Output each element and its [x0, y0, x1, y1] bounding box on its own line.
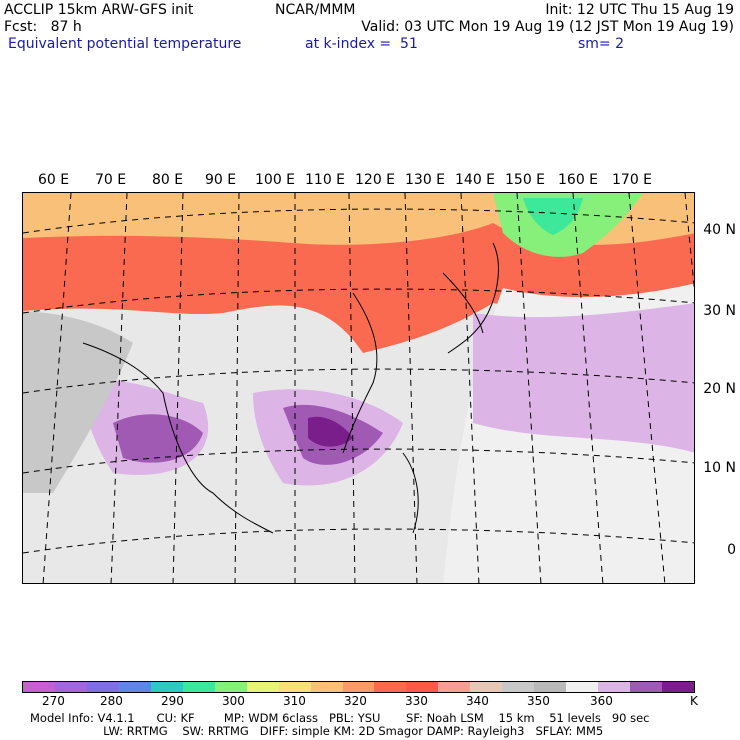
peak-theta-e-region [308, 416, 353, 447]
colorbar-segment [310, 682, 343, 692]
cold-core-region [523, 198, 583, 235]
colorbar-segment [278, 682, 311, 692]
colorbar-segment [54, 682, 87, 692]
colorbar-unit: K [690, 694, 698, 708]
colorbar-segment [438, 682, 471, 692]
colorbar-segment [534, 682, 567, 692]
coastlines [82, 242, 499, 534]
colorbar-segment [598, 682, 631, 692]
korea-coast [442, 272, 484, 334]
colorbar-segment [470, 682, 503, 692]
lon-label: 90 E [205, 172, 237, 188]
valid-time: Valid: 03 UTC Mon 19 Aug 19 (12 JST Mon … [361, 19, 734, 35]
lon-label: 120 E [355, 172, 396, 188]
lat-label: 30 N [703, 303, 736, 319]
lon-label: 100 E [255, 172, 296, 188]
colorbar-segment [150, 682, 183, 692]
colorbar-segment [246, 682, 279, 692]
pacific-moist-region [473, 303, 694, 453]
colorbar [22, 681, 695, 693]
lat-label: 0 [727, 542, 736, 558]
colorbar-tick-label: 340 [466, 694, 489, 708]
forecast-hour: Fcst: 87 h [4, 19, 82, 35]
arabian-sea-region [23, 311, 133, 493]
map-canvas [23, 193, 694, 583]
parallel-20n [23, 368, 694, 394]
level-label: at k-index = 51 [305, 36, 418, 52]
colorbar-tick-label: 310 [283, 694, 306, 708]
colorbar-tick-label: 280 [100, 694, 123, 708]
colorbar-segment [502, 682, 535, 692]
org-label: NCAR/MMM [275, 2, 356, 18]
colorbar-segment [566, 682, 599, 692]
colorbar-segment [342, 682, 375, 692]
colorbar-tick-label: 360 [590, 694, 613, 708]
colorbar-tick-label: 350 [527, 694, 550, 708]
colorbar-tick-label: 320 [344, 694, 367, 708]
lat-label: 10 N [703, 460, 736, 476]
graticule [23, 193, 694, 583]
field-name: Equivalent potential temperature [8, 36, 242, 52]
colorbar-segment [662, 682, 695, 692]
lon-label: 60 E [38, 172, 70, 188]
japan-coast [447, 242, 499, 354]
parallel-30n [23, 288, 694, 314]
parallel-40n [23, 208, 694, 234]
lon-label: 140 E [455, 172, 496, 188]
colorbar-segment [86, 682, 119, 692]
lon-label: 70 E [95, 172, 127, 188]
lon-label: 110 E [305, 172, 346, 188]
lon-label: 160 E [558, 172, 599, 188]
lat-label: 20 N [703, 381, 736, 397]
theta-e-map [22, 192, 695, 584]
colorbar-segment [214, 682, 247, 692]
colorbar-tick-label: 300 [222, 694, 245, 708]
colorbar-tick-label: 290 [161, 694, 184, 708]
init-time: Init: 12 UTC Thu 15 Aug 19 [545, 2, 734, 18]
lon-label: 130 E [405, 172, 446, 188]
lat-label: 40 N [703, 222, 736, 238]
lon-label: 150 E [505, 172, 546, 188]
south-asia-coast [82, 342, 274, 534]
model-info-line1: Model Info: V4.1.1 CU: KF MP: WDM 6class… [30, 711, 650, 725]
model-title: ACCLIP 15km ARW-GFS init [4, 2, 194, 18]
colorbar-segment [374, 682, 407, 692]
colorbar-segment [182, 682, 215, 692]
colorbar-segment [23, 682, 55, 692]
smoothing-label: sm= 2 [578, 36, 625, 52]
lon-label: 80 E [152, 172, 184, 188]
colorbar-tick-label: 330 [405, 694, 428, 708]
lon-label: 170 E [612, 172, 653, 188]
colorbar-segment [118, 682, 151, 692]
parallel-10n [23, 448, 694, 474]
model-info-line2: LW: RRTMG SW: RRTMG DIFF: simple KM: 2D … [30, 724, 604, 738]
colorbar-segment [406, 682, 439, 692]
colorbar-tick-label: 270 [42, 694, 65, 708]
colorbar-segment [630, 682, 663, 692]
